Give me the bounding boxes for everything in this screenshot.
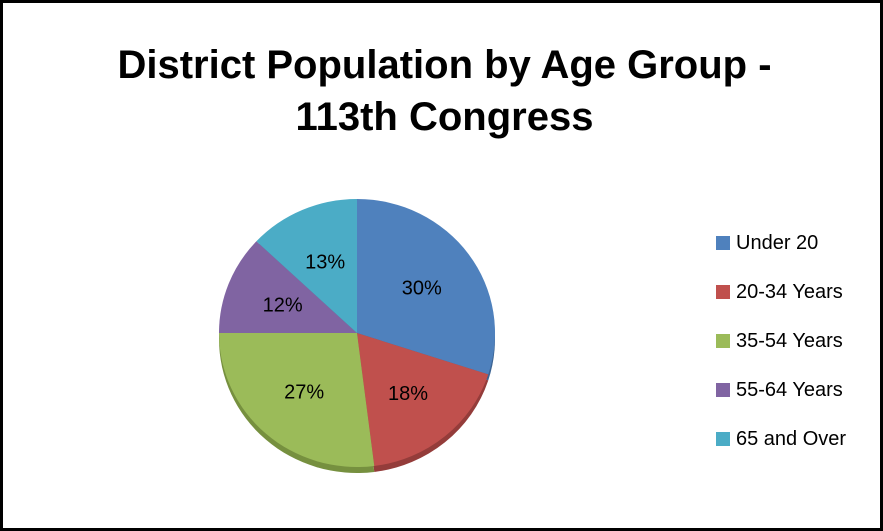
legend-item-55-64-years: 55-64 Years: [716, 378, 846, 402]
chart-title: District Population by Age Group - 113th…: [117, 43, 772, 139]
pie-labels: 30% 18% 27% 12%13%: [263, 252, 442, 405]
data-label-55-64-years: 12%: [263, 294, 303, 316]
legend-swatch: [716, 334, 730, 348]
pie-slices: [219, 199, 496, 467]
pie-slice-20-34-years: [357, 333, 489, 466]
pie-slice-65-and-over: [256, 199, 357, 333]
data-label-20-34-years: 18%: [388, 383, 428, 405]
pie-slice-55-64-years: [219, 241, 357, 333]
data-label-under-20: 30%: [402, 277, 442, 299]
pie-slice-35-54-years: [219, 333, 375, 467]
data-label-35-54-years: 27%: [284, 381, 324, 403]
legend-swatch: [716, 383, 730, 397]
legend-item-35-54-years: 35-54 Years: [716, 329, 846, 353]
legend-label: 20-34 Years: [736, 280, 843, 303]
legend-item-20-34-years: 20-34 Years: [716, 280, 846, 304]
legend-label: 55-64 Years: [736, 378, 843, 401]
pie-slice-under-20: [357, 199, 496, 375]
legend-label: Under 20: [736, 231, 819, 254]
legend-swatch: [716, 285, 730, 299]
legend-swatch: [716, 236, 730, 250]
legend-item-under-20: Under 20: [716, 231, 846, 255]
legend: Under 20 20-34 Years 35-54 Years 55-64 Year…: [716, 231, 846, 476]
pie-chart: 30% 18% 27% 12%13%: [219, 199, 496, 473]
legend-label: 65 and Over: [736, 427, 847, 450]
legend-swatch: [716, 432, 730, 446]
legend-label: 35-54 Years: [736, 329, 843, 352]
legend-item-65-and-over: 65 and Over: [716, 427, 846, 451]
data-label-65-and-over: 13%: [305, 252, 345, 274]
